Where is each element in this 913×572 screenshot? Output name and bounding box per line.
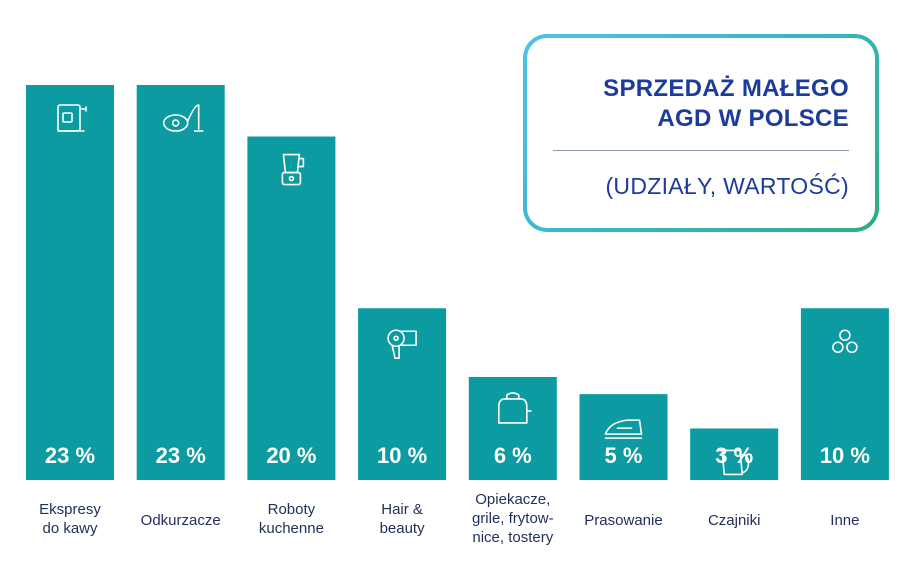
value-label-5: 6 % bbox=[494, 443, 532, 468]
value-label-4: 10 % bbox=[377, 443, 427, 468]
title-box: SPRZEDAŻ MAŁEGO AGD W POLSCE (UDZIAŁY, W… bbox=[523, 34, 879, 232]
bar-2 bbox=[136, 85, 225, 480]
value-label-7: 3 % bbox=[715, 443, 753, 468]
vacuum-cleaner-icon bbox=[162, 104, 204, 132]
blender-icon bbox=[281, 153, 305, 186]
bar-5 bbox=[468, 376, 557, 480]
category-label-4: Hair & beauty bbox=[380, 501, 426, 537]
category-label-2: Odkurzacze bbox=[141, 512, 221, 529]
category-label-6: Prasowanie bbox=[584, 512, 662, 529]
category-label-5: Opiekacze, grile, frytow-nice, tostery bbox=[472, 491, 554, 546]
bar-3 bbox=[247, 136, 336, 481]
toaster-icon bbox=[497, 392, 532, 424]
chart-title-line1: SPRZEDAŻ MAŁEGO bbox=[603, 75, 849, 102]
category-label-3: Roboty kuchenne bbox=[259, 501, 324, 537]
category-label-7: Czajniki bbox=[708, 512, 761, 529]
kettle-icon bbox=[719, 449, 750, 476]
bar-7 bbox=[690, 428, 779, 480]
bar-4 bbox=[358, 308, 447, 480]
value-label-3: 20 % bbox=[266, 443, 316, 468]
chart-subtitle: (UDZIAŁY, WARTOŚĆ) bbox=[605, 173, 849, 199]
value-label-8: 10 % bbox=[820, 443, 870, 468]
bar-1 bbox=[26, 85, 114, 480]
value-label-1: 23 % bbox=[45, 443, 95, 468]
title-inner: SPRZEDAŻ MAŁEGO AGD W POLSCE (UDZIAŁY, W… bbox=[527, 38, 875, 228]
iron-icon bbox=[604, 419, 643, 439]
coffee-machine-icon bbox=[57, 104, 87, 132]
chart-title-line2: AGD W POLSCE bbox=[657, 105, 849, 132]
category-label-1: Ekspresy do kawy bbox=[39, 501, 101, 537]
category-label-8: Inne bbox=[830, 512, 859, 529]
hair-dryer-icon bbox=[387, 329, 417, 360]
value-label-6: 5 % bbox=[605, 443, 643, 468]
title-divider bbox=[553, 150, 849, 151]
bar-6 bbox=[579, 394, 668, 480]
bar-8 bbox=[800, 308, 889, 480]
value-label-2: 23 % bbox=[156, 443, 206, 468]
circles-icon bbox=[832, 329, 858, 354]
